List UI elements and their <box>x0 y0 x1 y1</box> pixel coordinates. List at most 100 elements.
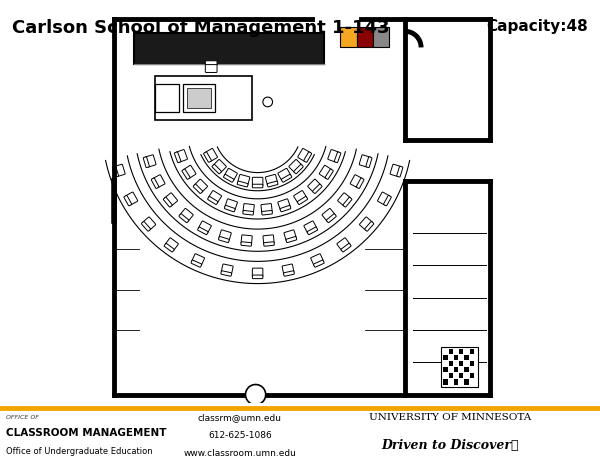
FancyBboxPatch shape <box>307 228 317 235</box>
Bar <box>470 349 474 355</box>
Bar <box>155 76 251 121</box>
FancyBboxPatch shape <box>325 170 333 180</box>
Bar <box>443 380 448 385</box>
FancyBboxPatch shape <box>304 221 317 233</box>
FancyBboxPatch shape <box>311 254 323 266</box>
FancyBboxPatch shape <box>350 175 362 188</box>
Text: 612-625-1086: 612-625-1086 <box>208 430 272 439</box>
FancyBboxPatch shape <box>390 165 401 177</box>
FancyBboxPatch shape <box>225 200 238 211</box>
FancyBboxPatch shape <box>298 149 310 162</box>
FancyBboxPatch shape <box>359 156 370 168</box>
FancyBboxPatch shape <box>289 160 302 173</box>
FancyBboxPatch shape <box>263 242 274 247</box>
FancyBboxPatch shape <box>164 244 174 252</box>
FancyBboxPatch shape <box>219 231 231 241</box>
FancyBboxPatch shape <box>267 182 278 188</box>
Bar <box>454 367 458 373</box>
Bar <box>464 355 469 361</box>
FancyBboxPatch shape <box>205 149 217 162</box>
Text: CLASSROOM MANAGEMENT: CLASSROOM MANAGEMENT <box>6 427 167 437</box>
FancyBboxPatch shape <box>213 160 226 173</box>
FancyBboxPatch shape <box>218 237 229 243</box>
FancyBboxPatch shape <box>143 218 156 231</box>
FancyBboxPatch shape <box>262 211 272 216</box>
FancyBboxPatch shape <box>341 244 351 252</box>
FancyBboxPatch shape <box>326 214 336 223</box>
Bar <box>449 361 453 367</box>
Bar <box>356 28 373 48</box>
FancyBboxPatch shape <box>124 196 131 206</box>
FancyBboxPatch shape <box>209 191 221 204</box>
Text: Carlson School of Management 1-143: Carlson School of Management 1-143 <box>12 19 389 37</box>
FancyBboxPatch shape <box>241 242 251 247</box>
FancyBboxPatch shape <box>261 204 272 214</box>
FancyBboxPatch shape <box>114 165 125 177</box>
FancyBboxPatch shape <box>308 180 321 193</box>
Text: Driven to Discover℠: Driven to Discover℠ <box>381 438 519 450</box>
FancyBboxPatch shape <box>179 214 189 223</box>
Bar <box>443 367 448 373</box>
FancyBboxPatch shape <box>224 169 238 181</box>
FancyBboxPatch shape <box>112 167 119 178</box>
Circle shape <box>245 385 266 405</box>
FancyBboxPatch shape <box>184 166 196 179</box>
FancyBboxPatch shape <box>278 200 290 211</box>
Text: OFFICE OF: OFFICE OF <box>6 413 39 419</box>
Bar <box>464 380 469 385</box>
FancyBboxPatch shape <box>366 157 372 168</box>
FancyBboxPatch shape <box>383 196 391 206</box>
FancyBboxPatch shape <box>334 153 341 163</box>
FancyBboxPatch shape <box>176 150 187 163</box>
FancyBboxPatch shape <box>191 261 202 268</box>
FancyBboxPatch shape <box>319 166 332 179</box>
FancyBboxPatch shape <box>253 275 263 279</box>
FancyBboxPatch shape <box>163 198 172 207</box>
FancyBboxPatch shape <box>328 150 339 163</box>
FancyBboxPatch shape <box>151 179 159 189</box>
Bar <box>183 85 215 113</box>
Bar <box>449 373 453 379</box>
Text: Office of Undergraduate Education: Office of Undergraduate Education <box>6 446 152 455</box>
FancyBboxPatch shape <box>199 221 211 233</box>
FancyBboxPatch shape <box>298 197 308 205</box>
FancyBboxPatch shape <box>241 235 252 245</box>
FancyBboxPatch shape <box>237 182 248 188</box>
Bar <box>441 347 478 387</box>
Bar <box>454 355 458 361</box>
FancyBboxPatch shape <box>243 204 254 214</box>
FancyBboxPatch shape <box>253 269 263 277</box>
FancyBboxPatch shape <box>281 175 292 183</box>
FancyBboxPatch shape <box>142 222 151 232</box>
Bar <box>155 85 179 113</box>
Text: www.classroom.umn.edu: www.classroom.umn.edu <box>184 448 296 457</box>
FancyBboxPatch shape <box>175 153 181 163</box>
Text: UNIVERSITY OF MINNESOTA: UNIVERSITY OF MINNESOTA <box>369 412 531 421</box>
FancyBboxPatch shape <box>377 193 390 206</box>
Bar <box>454 380 458 385</box>
FancyBboxPatch shape <box>165 194 178 206</box>
Bar <box>464 367 469 373</box>
FancyBboxPatch shape <box>180 209 193 222</box>
FancyBboxPatch shape <box>280 206 291 213</box>
FancyBboxPatch shape <box>322 209 335 222</box>
FancyBboxPatch shape <box>221 271 232 276</box>
Circle shape <box>263 98 272 107</box>
FancyBboxPatch shape <box>338 194 350 206</box>
Bar <box>134 34 324 64</box>
Bar <box>443 355 448 361</box>
FancyBboxPatch shape <box>282 264 294 275</box>
FancyBboxPatch shape <box>182 170 190 180</box>
FancyBboxPatch shape <box>397 167 403 178</box>
FancyBboxPatch shape <box>205 63 217 73</box>
FancyBboxPatch shape <box>253 178 263 187</box>
FancyBboxPatch shape <box>359 218 373 231</box>
FancyBboxPatch shape <box>224 206 235 213</box>
FancyBboxPatch shape <box>221 264 233 275</box>
Bar <box>459 373 463 379</box>
FancyBboxPatch shape <box>143 157 149 168</box>
FancyBboxPatch shape <box>208 197 218 205</box>
FancyBboxPatch shape <box>284 231 296 241</box>
Text: Capacity:48: Capacity:48 <box>486 19 588 33</box>
FancyBboxPatch shape <box>205 62 217 65</box>
